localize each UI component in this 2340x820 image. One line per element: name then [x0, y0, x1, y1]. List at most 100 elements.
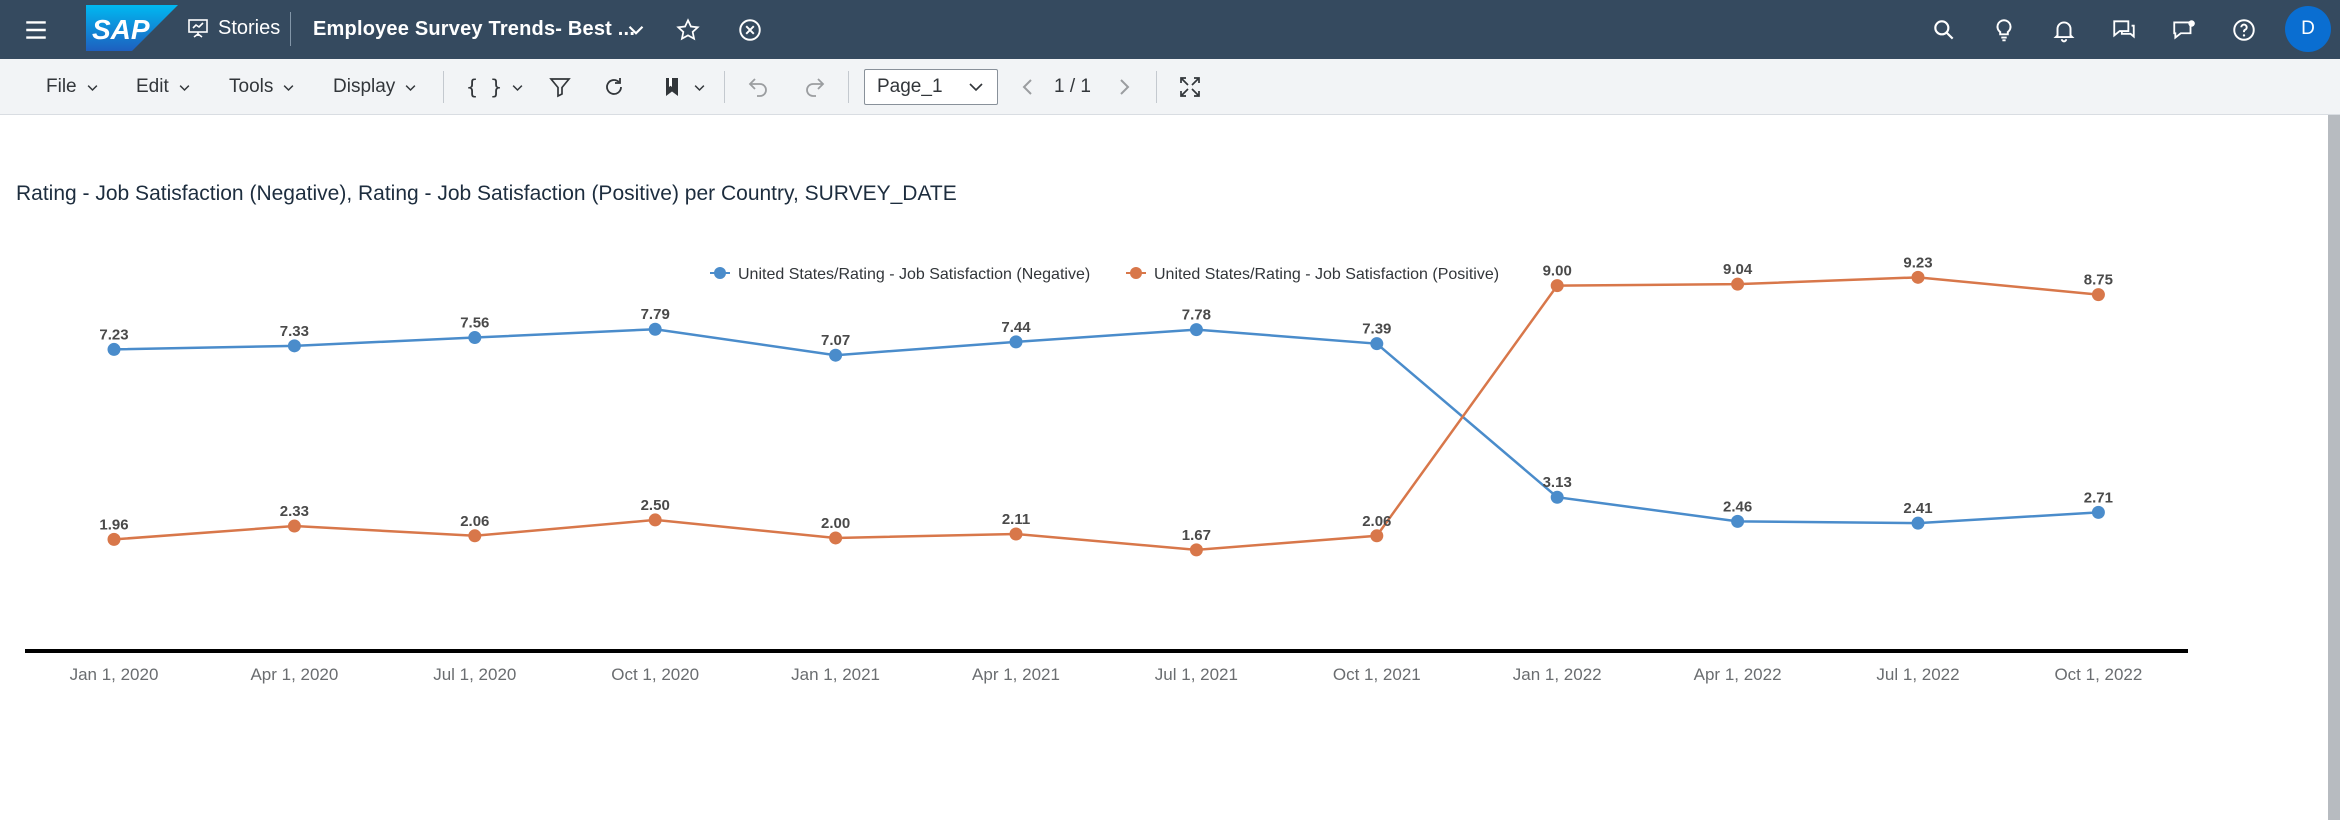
fullscreen-button[interactable]	[1178, 71, 1202, 103]
presentation-icon	[188, 19, 208, 38]
data-point[interactable]	[1189, 543, 1203, 557]
data-point[interactable]	[1911, 270, 1925, 284]
search-icon[interactable]	[1926, 12, 1962, 48]
legend-label: United States/Rating - Job Satisfaction …	[1154, 266, 1499, 283]
chart-legend[interactable]: United States/Rating - Job Satisfaction …	[710, 266, 1499, 283]
data-label: 2.50	[641, 497, 670, 514]
filter-button[interactable]	[548, 71, 572, 103]
data-point[interactable]	[1550, 279, 1564, 293]
tools-menu-label: Tools	[229, 76, 274, 97]
stories-button[interactable]: Stories	[186, 10, 280, 46]
data-point[interactable]	[287, 519, 301, 533]
lightbulb-icon[interactable]	[1986, 12, 2022, 48]
formula-label: { }	[466, 75, 503, 99]
data-label: 1.96	[99, 516, 128, 533]
user-avatar[interactable]: D	[2285, 6, 2331, 52]
data-point[interactable]	[648, 513, 662, 527]
svg-text:SAP: SAP	[92, 14, 150, 45]
data-label: 1.67	[1182, 527, 1211, 544]
next-page-button[interactable]	[1112, 71, 1136, 103]
chevron-down-icon	[283, 84, 294, 91]
chevron-down-icon	[694, 84, 705, 91]
series-line	[113, 327, 2099, 525]
data-label: 7.39	[1362, 321, 1391, 338]
file-menu[interactable]: File	[46, 71, 100, 103]
data-point[interactable]	[2091, 288, 2105, 302]
legend-item[interactable]: United States/Rating - Job Satisfaction …	[710, 266, 1090, 283]
help-icon[interactable]	[2226, 12, 2262, 48]
close-circle-icon[interactable]	[732, 12, 768, 48]
x-tick-label: Apr 1, 2020	[250, 665, 338, 684]
bell-icon[interactable]	[2046, 12, 2082, 48]
refresh-button[interactable]	[602, 71, 626, 103]
menu-icon[interactable]	[18, 12, 54, 48]
data-point[interactable]	[648, 322, 662, 336]
data-label: 2.33	[280, 503, 309, 520]
data-point[interactable]	[107, 342, 121, 356]
data-point[interactable]	[1911, 516, 1925, 530]
undo-button[interactable]	[746, 71, 770, 103]
x-tick-label: Jan 1, 2020	[70, 665, 159, 684]
data-point[interactable]	[1009, 527, 1023, 541]
data-label: 9.23	[1903, 254, 1932, 271]
data-point[interactable]	[468, 331, 482, 345]
data-label: 2.41	[1903, 500, 1932, 517]
data-point[interactable]	[1731, 277, 1745, 291]
filter-icon	[549, 78, 571, 98]
data-point[interactable]	[829, 531, 843, 545]
tools-menu[interactable]: Tools	[229, 71, 296, 103]
toolbar-divider	[848, 71, 849, 103]
data-point[interactable]	[1550, 490, 1564, 504]
x-tick-label: Jul 1, 2020	[433, 665, 516, 684]
data-point[interactable]	[829, 348, 843, 362]
chevron-down-icon[interactable]	[618, 12, 654, 48]
toolbar-divider	[443, 71, 444, 103]
page-count: 1 / 1	[1054, 76, 1091, 97]
bookmark-icon	[666, 78, 678, 96]
data-point[interactable]	[468, 529, 482, 543]
scrollbar-thumb[interactable]	[2328, 115, 2340, 820]
chevron-right-icon	[1120, 79, 1130, 95]
chat-bubbles-icon[interactable]	[2106, 12, 2142, 48]
story-toolbar: File Edit Tools Display { } Page_1	[0, 59, 2340, 115]
chevron-left-icon	[1022, 79, 1032, 95]
story-title[interactable]: Employee Survey Trends- Best ...	[313, 17, 636, 40]
data-label: 8.75	[2084, 272, 2113, 289]
data-label: 7.79	[641, 306, 670, 323]
data-point[interactable]	[1370, 529, 1384, 543]
data-point[interactable]	[1189, 323, 1203, 337]
legend-item[interactable]: United States/Rating - Job Satisfaction …	[1126, 266, 1499, 283]
data-label: 9.00	[1543, 263, 1572, 280]
line-chart[interactable]: United States/Rating - Job Satisfaction …	[0, 250, 2200, 710]
data-point[interactable]	[107, 532, 121, 546]
data-point[interactable]	[1009, 335, 1023, 349]
chevron-down-icon	[512, 84, 523, 91]
bookmark-button[interactable]	[660, 71, 707, 103]
data-label: 7.56	[460, 315, 489, 332]
display-menu-label: Display	[333, 76, 396, 97]
display-menu[interactable]: Display	[333, 71, 418, 103]
notification-chat-icon[interactable]	[2166, 12, 2202, 48]
data-label: 9.04	[1723, 261, 1753, 278]
shell-divider	[290, 12, 291, 46]
sap-logo[interactable]: SAP	[86, 5, 178, 51]
redo-button[interactable]	[803, 71, 827, 103]
data-point[interactable]	[1370, 337, 1384, 351]
edit-menu[interactable]: Edit	[136, 71, 192, 103]
page-select[interactable]: Page_1	[864, 69, 998, 105]
redo-icon	[806, 78, 825, 97]
data-point[interactable]	[1731, 514, 1745, 528]
data-point[interactable]	[2091, 505, 2105, 519]
chevron-down-icon	[969, 83, 983, 92]
favorite-star-icon[interactable]	[670, 12, 706, 48]
x-tick-label: Jan 1, 2022	[1513, 665, 1602, 684]
chevron-down-icon	[179, 84, 190, 91]
toolbar-divider	[724, 71, 725, 103]
data-point[interactable]	[287, 339, 301, 353]
previous-page-button[interactable]	[1016, 71, 1040, 103]
shell-bar: SAP Stories Employee Survey Trends- Best…	[0, 0, 2340, 59]
data-label: 2.71	[2084, 489, 2113, 506]
toolbar-divider	[1156, 71, 1157, 103]
chart-title: Rating - Job Satisfaction (Negative), Ra…	[16, 182, 957, 205]
formula-button[interactable]: { }	[466, 71, 525, 103]
